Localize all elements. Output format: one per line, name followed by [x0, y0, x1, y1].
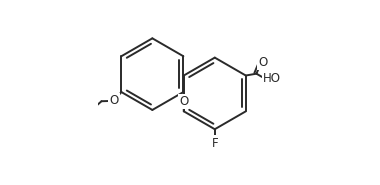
Text: O: O: [179, 95, 188, 108]
Text: O: O: [258, 56, 268, 69]
Text: HO: HO: [263, 72, 281, 85]
Text: O: O: [109, 94, 119, 107]
Text: F: F: [212, 137, 218, 150]
